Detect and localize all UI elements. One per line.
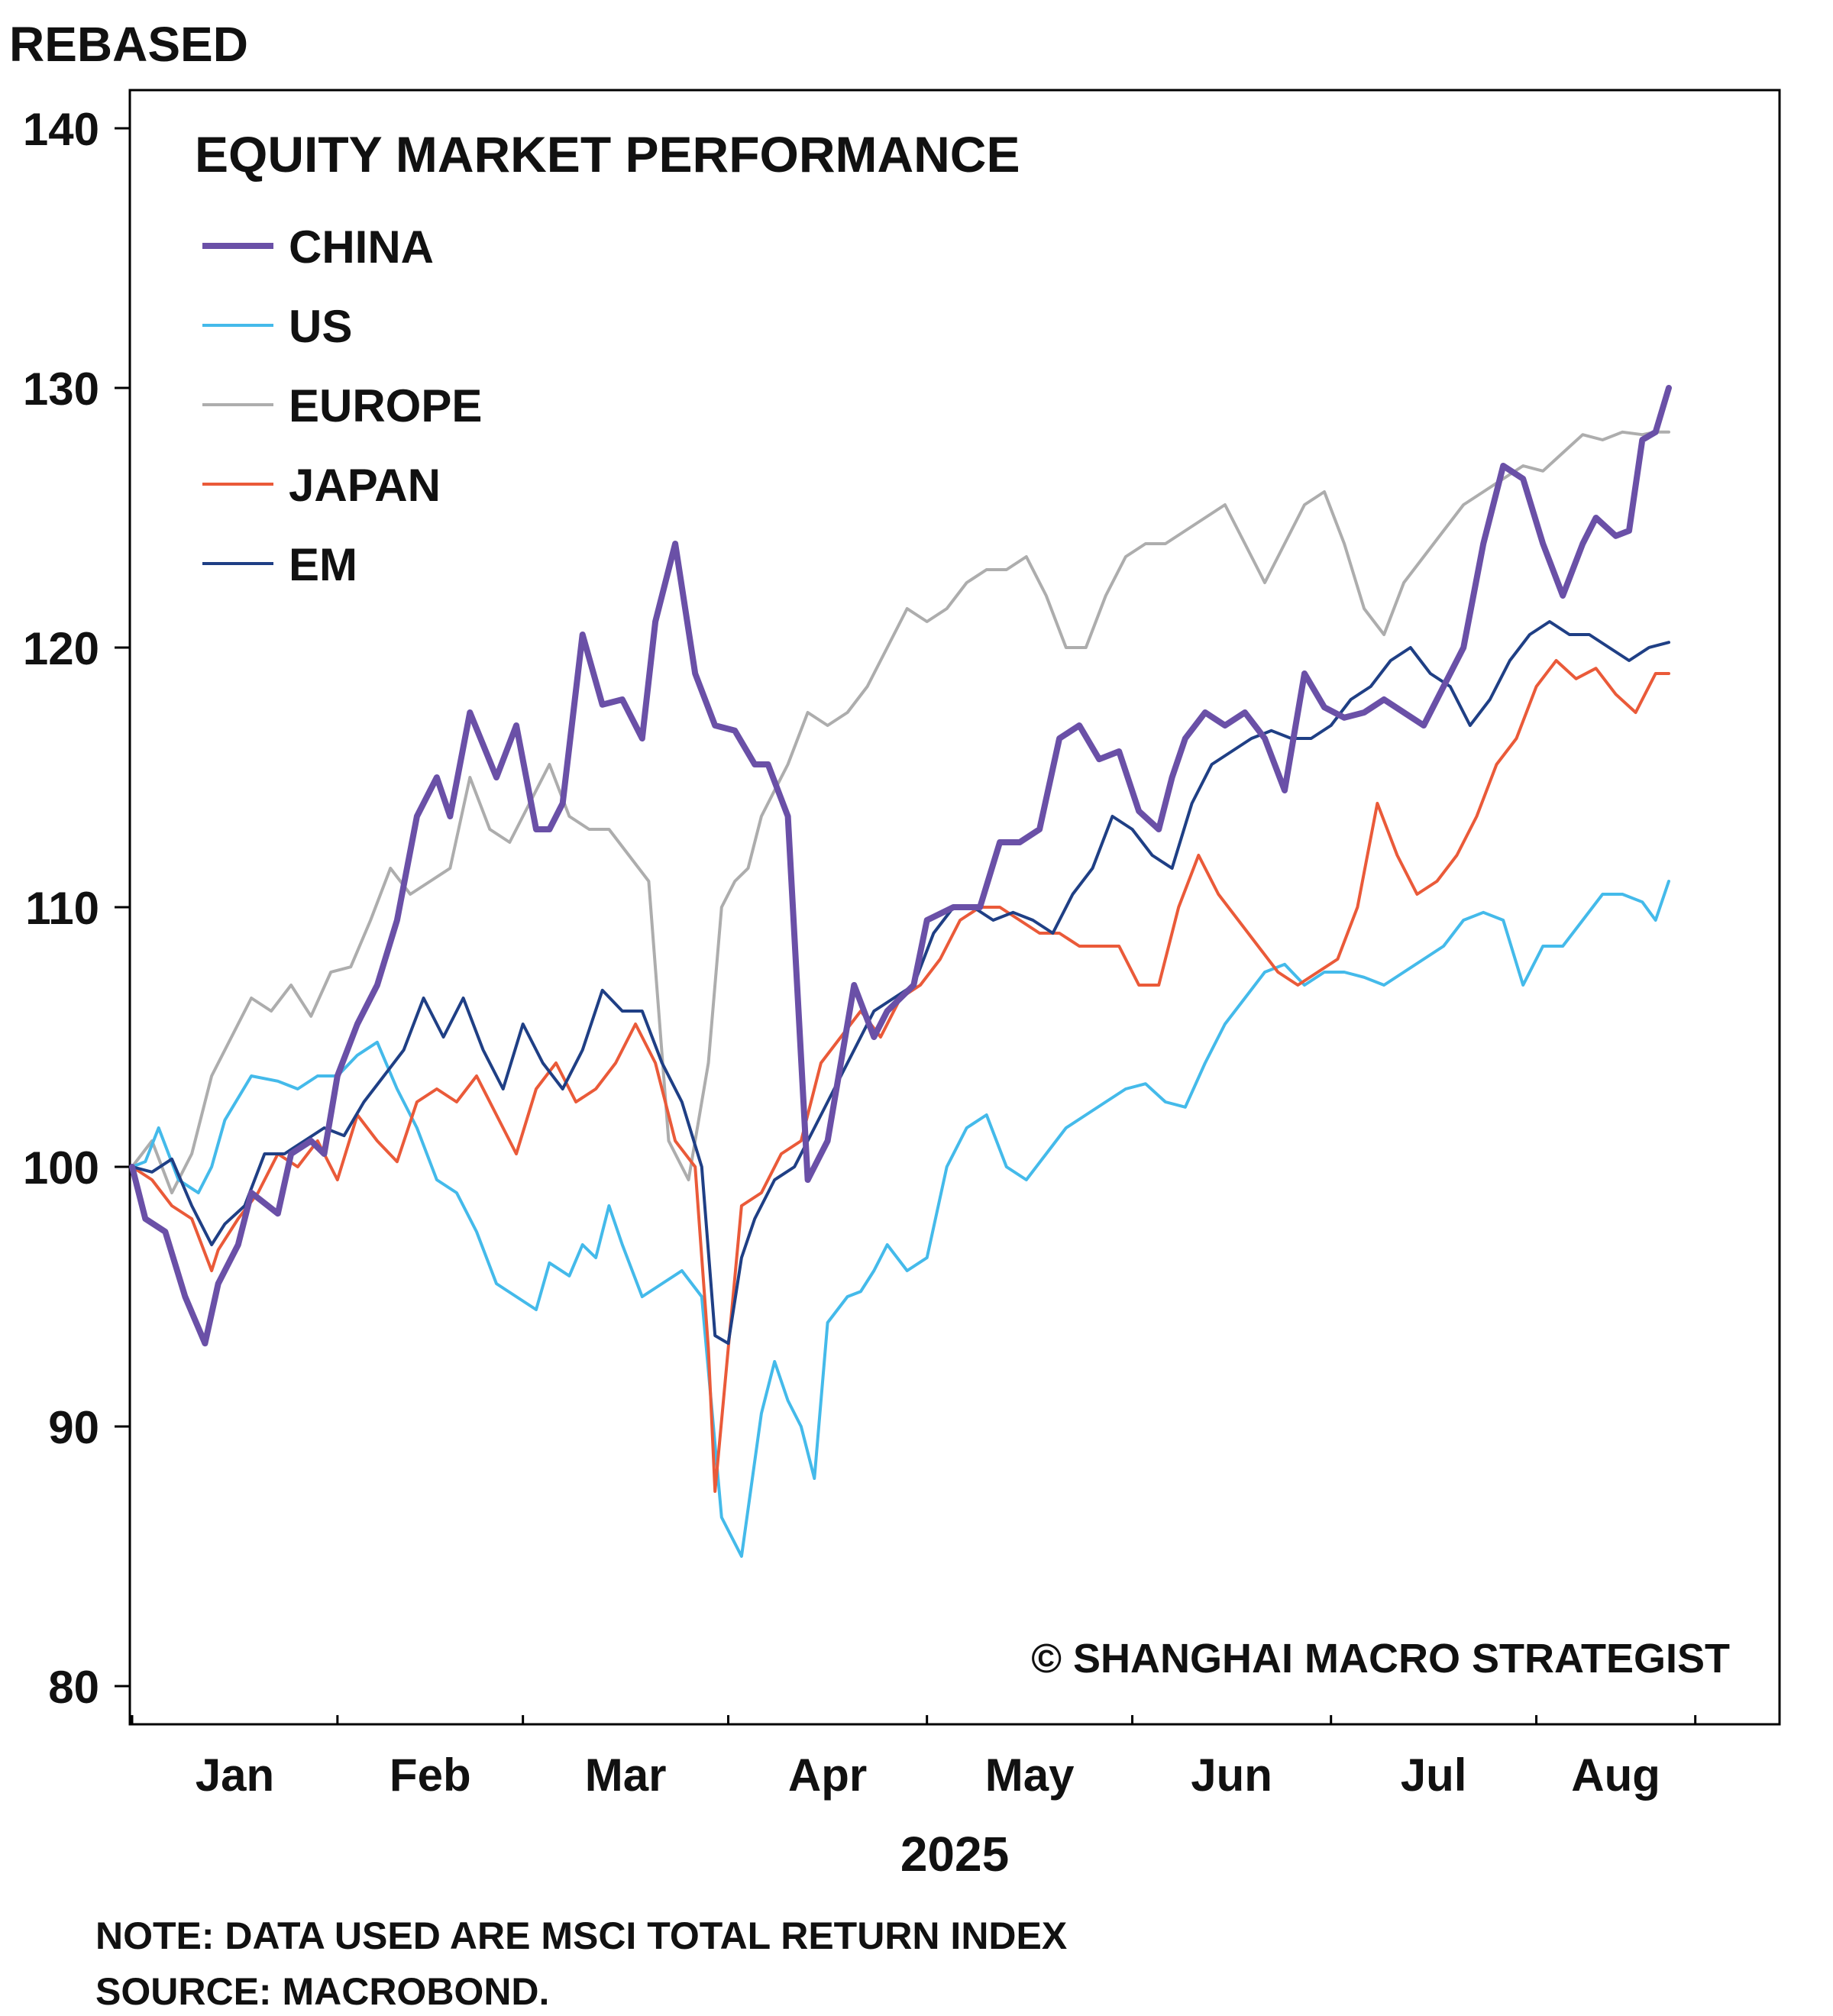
series-line-us bbox=[131, 880, 1670, 1558]
series-layer bbox=[129, 385, 1672, 1558]
legend-label-us: US bbox=[289, 301, 352, 352]
chart-legend: CHINA US EUROPE JAPAN EM bbox=[202, 221, 482, 590]
chart-title: EQUITY MARKET PERFORMANCE bbox=[195, 126, 1020, 183]
x-tick-label: Jun bbox=[1191, 1749, 1272, 1801]
x-tick-label: Jan bbox=[196, 1749, 274, 1801]
series-line-europe bbox=[131, 430, 1670, 1194]
y-tick-label: 120 bbox=[23, 623, 99, 674]
x-tick-label: Mar bbox=[585, 1749, 667, 1801]
series-line-em bbox=[131, 620, 1670, 1346]
x-axis-label: 2025 bbox=[900, 1827, 1009, 1882]
y-axis: 80 90 100 110 120 130 140 bbox=[23, 104, 130, 1713]
watermark-text: © SHANGHAI MACRO STRATEGIST bbox=[1031, 1636, 1730, 1682]
y-tick-label: 80 bbox=[48, 1662, 99, 1713]
legend-label-japan: JAPAN bbox=[289, 460, 441, 511]
y-tick-label: 90 bbox=[48, 1402, 99, 1453]
x-tick-label: Feb bbox=[390, 1749, 471, 1801]
y-axis-label: REBASED bbox=[9, 17, 248, 72]
legend-label-em: EM bbox=[289, 539, 357, 590]
legend-label-china: CHINA bbox=[289, 221, 434, 273]
y-tick-label: 130 bbox=[23, 363, 99, 415]
series-line-china bbox=[129, 385, 1672, 1347]
note-text: NOTE: DATA USED ARE MSCI TOTAL RETURN IN… bbox=[95, 1914, 1067, 1957]
series-line-japan bbox=[131, 659, 1670, 1493]
x-tick-label: Aug bbox=[1571, 1749, 1660, 1801]
legend-label-europe: EUROPE bbox=[289, 380, 482, 431]
source-text: SOURCE: MACROBOND. bbox=[95, 1970, 549, 2013]
y-tick-label: 100 bbox=[23, 1142, 99, 1194]
y-tick-label: 140 bbox=[23, 104, 99, 155]
y-tick-label: 110 bbox=[25, 883, 99, 934]
x-tick-label: Apr bbox=[788, 1749, 867, 1801]
x-tick-label: Jul bbox=[1401, 1749, 1467, 1801]
x-axis: Jan Feb Mar Apr May Jun Jul Aug bbox=[131, 1715, 1697, 1801]
x-tick-label: May bbox=[985, 1749, 1075, 1801]
